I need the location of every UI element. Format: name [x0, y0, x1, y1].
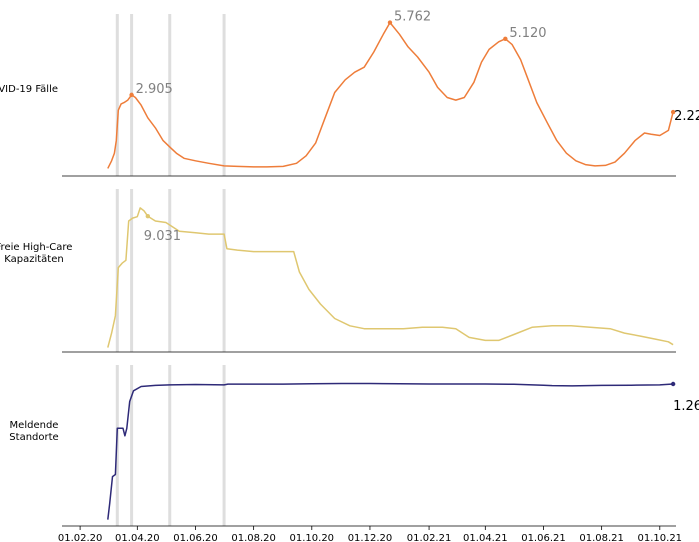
- x-tick-label-9: 01.08.21: [579, 533, 624, 542]
- annotation-label-hc-0: 9.031: [144, 229, 181, 244]
- marker-line-ms-2: [168, 365, 172, 526]
- panel-label-hc-1: Kapazitäten: [4, 254, 63, 265]
- series-line-its: [107, 21, 674, 169]
- annotation-dot-its-2: [503, 36, 508, 42]
- x-tick-label-8: 01.06.21: [521, 533, 566, 542]
- x-tick-label-5: 01.12.20: [348, 533, 393, 542]
- marker-line-hc-0: [115, 189, 119, 352]
- x-tick-label-0: 01.02.20: [58, 533, 103, 542]
- marker-line-hc-2: [168, 189, 172, 352]
- annotation-label-its-2: 5.120: [509, 26, 546, 41]
- panel-axes: [62, 175, 676, 527]
- panel-label-its-0: ITS COVID-19 Fälle: [0, 84, 58, 95]
- annotation-dot-its-1: [387, 20, 393, 25]
- x-tick-label-7: 01.04.21: [463, 533, 508, 542]
- annotation-dot-its-0: [129, 92, 134, 98]
- x-tick-label-3: 01.08.20: [231, 533, 276, 542]
- x-tick-label-1: 01.04.20: [115, 533, 160, 542]
- x-tick-label-6: 01.02.21: [407, 533, 452, 542]
- panel-label-ms-0: Meldende: [10, 420, 59, 431]
- marker-line-hc-1: [130, 189, 134, 352]
- annotation-dot-hc-0: [145, 214, 151, 219]
- marker-line-its-2: [168, 14, 172, 176]
- annotation-dot-ms-0: [670, 381, 676, 387]
- x-tick-label-10: 01.10.21: [638, 533, 683, 542]
- marker-line-its-3: [222, 14, 226, 176]
- panel-label-hc-0: Freie High-Care: [0, 242, 72, 253]
- marker-line-its-0: [115, 14, 119, 176]
- annotation-label-its-0: 2.905: [136, 82, 173, 97]
- panel-label-ms-1: Standorte: [9, 432, 58, 443]
- annotation-label-ms-0: 1.263: [673, 399, 699, 414]
- marker-line-ms-1: [130, 365, 134, 526]
- x-tick-label-2: 01.06.20: [173, 533, 218, 542]
- series-lines: [107, 21, 674, 520]
- annotations: 2.905 5.762 5.120 2.226 9.031 1.263: [129, 10, 699, 414]
- series-line-hc: [107, 207, 674, 348]
- annotation-label-its-3: 2.226: [674, 109, 699, 124]
- series-line-ms: [107, 382, 674, 520]
- marker-line-ms-3: [222, 365, 226, 526]
- x-tick-label-4: 01.10.20: [290, 533, 335, 542]
- x-axis: 01.02.20 01.04.20 01.06.20 01.08.20 01.10.20…: [58, 526, 682, 542]
- annotation-dot-its-3: [670, 109, 676, 115]
- annotation-label-its-1: 5.762: [394, 10, 431, 25]
- panel-labels: ITS COVID-19 Fälle Freie High-CareKapazit…: [0, 84, 72, 443]
- marker-line-hc-3: [222, 189, 226, 352]
